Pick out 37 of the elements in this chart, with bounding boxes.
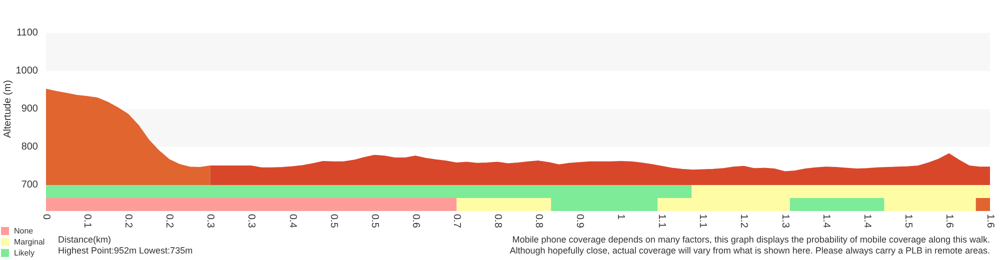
y-tick-label: 900 xyxy=(21,104,38,114)
x-axis-title: Distance(km) xyxy=(58,234,112,244)
x-tick-label: 1.6 xyxy=(984,214,996,228)
x-tick-label: 1.4 xyxy=(820,214,832,228)
y-tick-label: 700 xyxy=(21,180,38,190)
text: Although hopefully close, actual coverage will vary from what is shown here. Please always carry a PLB in remote areas. xyxy=(510,246,990,256)
x-tick-label: 0.2 xyxy=(122,214,134,228)
x-tick-label: 0.9 xyxy=(574,214,586,228)
x-tick-label: 1 xyxy=(615,214,626,220)
x-tick-label: 0 xyxy=(40,214,52,220)
x-tick-label: 1.4 xyxy=(861,214,872,228)
y-tick-label: 1000 xyxy=(16,66,38,76)
x-tick-label: 0.5 xyxy=(368,214,380,228)
x-tick-label: 0.8 xyxy=(492,214,503,228)
legend-label: Likely xyxy=(14,248,34,258)
legend-label: Marginal xyxy=(14,238,45,246)
x-tick-label: 1.6 xyxy=(943,214,954,228)
x-tick-label: 0.5 xyxy=(328,214,339,228)
x-tick-label: 0.6 xyxy=(410,214,421,228)
x-tick-label: 1.5 xyxy=(902,214,914,228)
x-tick-label: 0.3 xyxy=(246,214,257,228)
y-tick-label: 800 xyxy=(21,142,38,152)
text: Mobile phone coverage depends on many factors, this graph displays the probability of mobile coverage along this walk. xyxy=(512,234,990,244)
x-tick-label: 0.8 xyxy=(533,214,544,228)
x-tick-label: 0.3 xyxy=(204,214,216,228)
x-tick-label: 1.3 xyxy=(779,214,790,228)
legend-label: None xyxy=(14,226,34,236)
y-axis-title: Altertude (m) xyxy=(2,80,14,138)
x-tick-label: 1.1 xyxy=(697,214,708,228)
x-tick-label: 1.2 xyxy=(738,214,750,228)
x-tick-label: 0.2 xyxy=(164,214,175,228)
text: Highest Point:952m Lowest:735m xyxy=(58,246,193,256)
x-tick-label: 0.4 xyxy=(286,214,298,228)
x-tick-label: 0.7 xyxy=(450,214,462,228)
x-tick-label: 1.1 xyxy=(656,214,668,228)
y-tick-label: 1100 xyxy=(16,28,38,38)
x-tick-label: 0.1 xyxy=(82,214,93,228)
